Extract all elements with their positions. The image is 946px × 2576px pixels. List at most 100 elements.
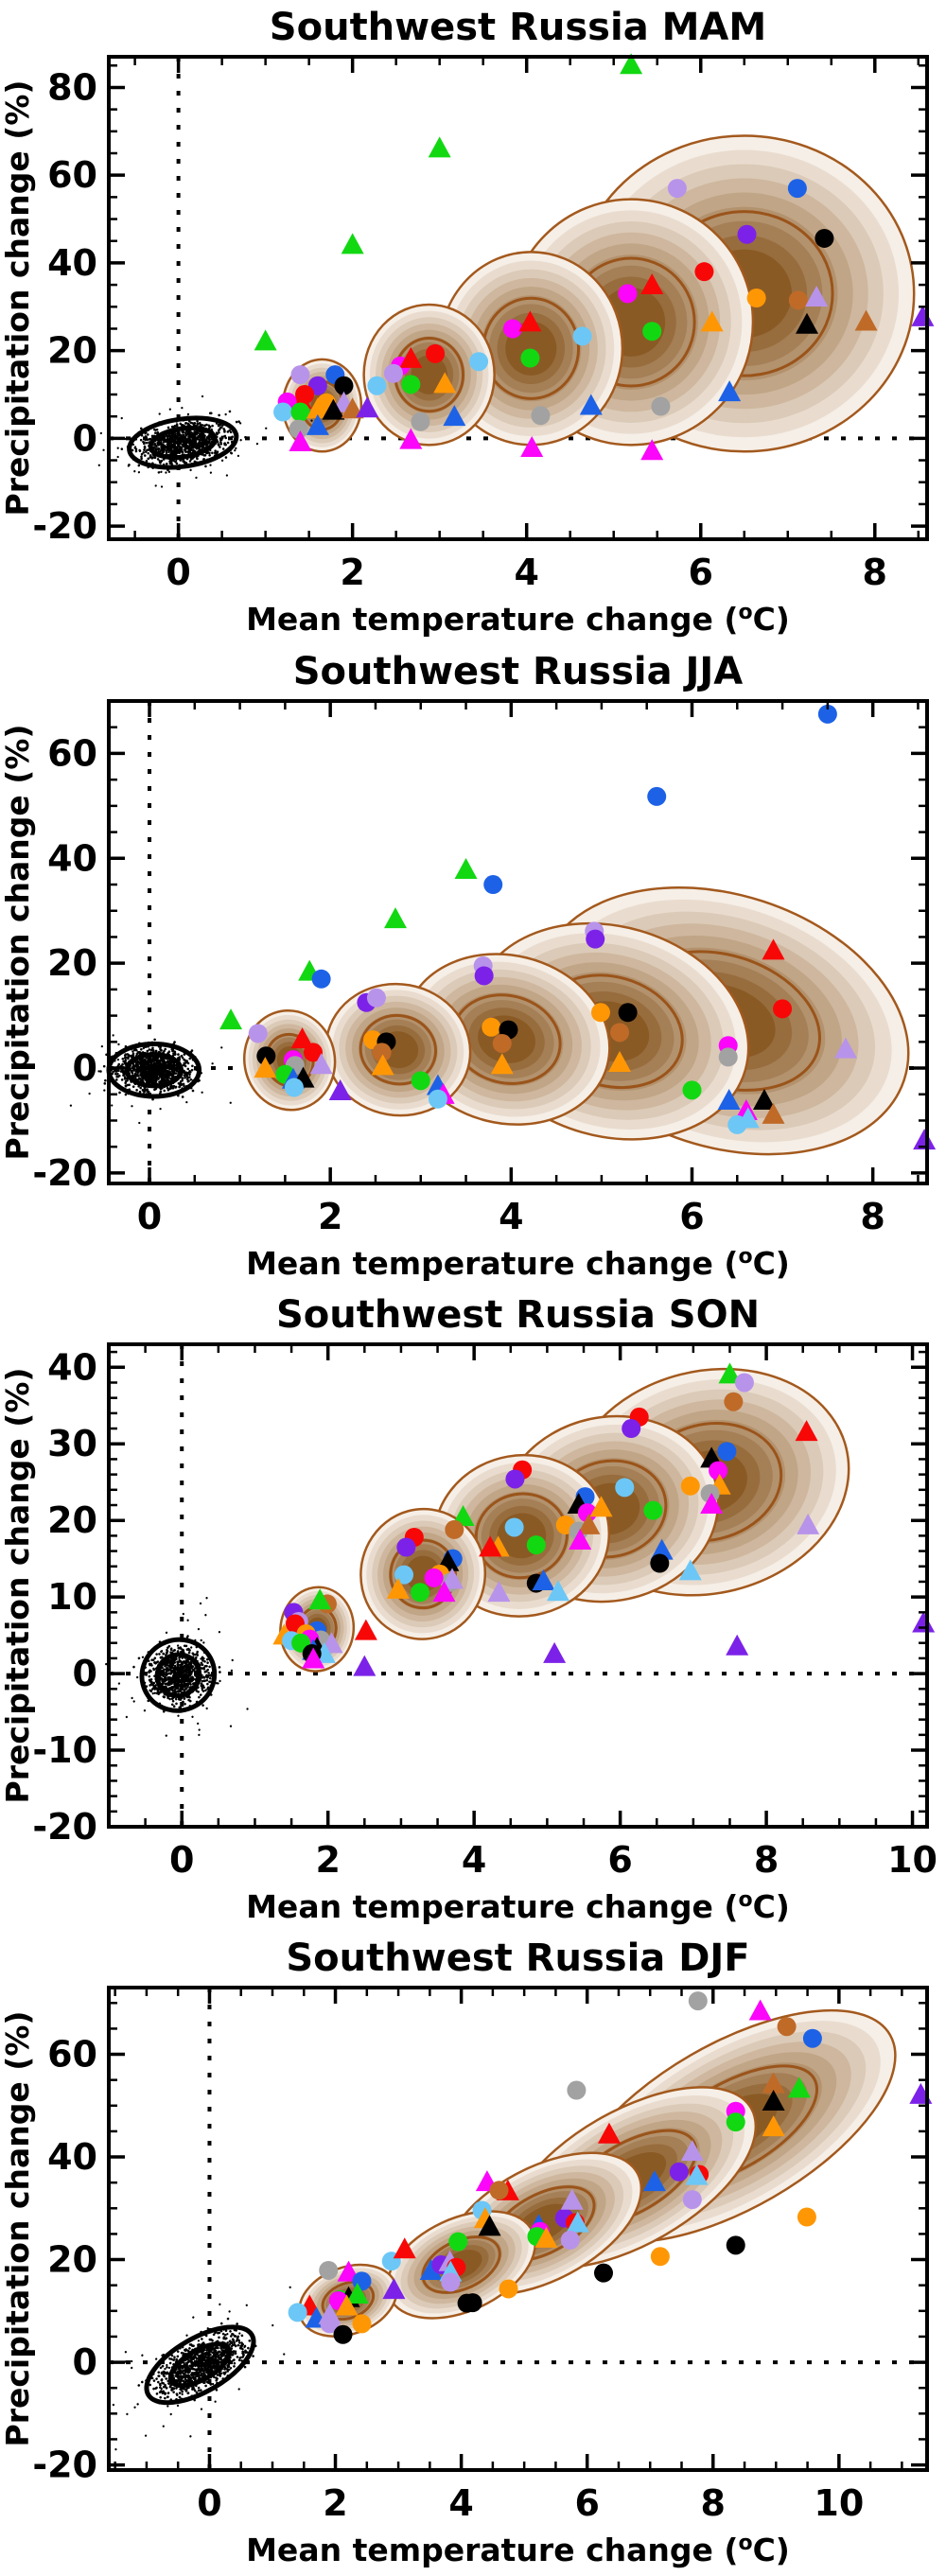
cloud-dot [151,1078,155,1081]
cloud-dot [117,1069,120,1073]
cloud-dot [176,1675,179,1679]
cloud-dot [156,441,160,445]
cloud-dot [138,1090,142,1094]
cloud-dot [201,2372,203,2375]
cloud-dot [181,407,184,410]
cloud-dot [88,1092,91,1095]
cloud-dot [135,1088,138,1092]
cloud-dot [146,1077,149,1080]
cloud-dot [206,1676,209,1679]
cloud-dot [152,1057,156,1060]
cloud-dot [244,2349,247,2353]
cloud-dot [186,2392,190,2395]
cloud-dot [201,1689,203,1691]
data-point-triangle-orange [589,1496,613,1517]
cloud-dot [198,2375,201,2379]
cloud-dot [201,425,203,428]
cloud-dot [139,1086,142,1090]
cloud-dot [193,433,197,437]
cloud-dot [157,2380,160,2384]
data-point-triangle-magenta [302,1647,325,1669]
cloud-dot [244,435,247,439]
data-point-triangle-lightpurple [797,1513,820,1534]
cloud-dot [203,1670,207,1674]
cloud-dot [162,2382,166,2385]
cloud-dot [160,1079,164,1083]
cloud-dot [229,451,233,455]
data-point-triangle-orange [371,1054,394,1076]
cloud-dot [203,1664,207,1668]
cloud-dot [154,429,157,431]
cloud-dot [187,448,191,452]
cloud-dot [143,1090,146,1094]
cloud-dot [148,1070,151,1074]
cloud-dot [179,1667,183,1670]
cloud-dot [202,1641,205,1644]
cloud-dot [159,1107,162,1111]
cloud-dot [170,1688,174,1691]
cloud-dot [239,439,242,442]
cloud-dot [173,435,177,439]
cloud-dot [237,2358,241,2362]
cloud-dot [216,440,219,444]
cloud-dot [151,1691,154,1695]
cloud-dot [181,1056,184,1060]
cloud-dot [170,1682,173,1686]
cloud-dot [189,468,192,472]
cloud-dot [208,453,211,457]
cloud-dot [116,1058,120,1061]
data-point-circle-green [411,1071,430,1091]
cloud-inner-contour [154,1652,202,1698]
cloud-dot [203,439,207,443]
cloud-dot [235,2329,237,2332]
cloud-dot [162,1063,166,1066]
cloud-dot [168,1070,171,1074]
cloud-dot [118,1091,121,1095]
cloud-dot [175,424,179,428]
cloud-dot [219,426,222,429]
cloud-dot [168,444,172,447]
x-axis-label: Mean temperature change (oC) [246,1245,790,1282]
cloud-dot [149,1073,152,1077]
control-cloud [105,1597,249,1737]
cloud-dot [184,1688,187,1691]
data-point-triangle-magenta [569,1529,592,1551]
cloud-dot [237,2341,241,2344]
cloud-dot [167,2382,170,2386]
data-point-circle-purple [396,1537,416,1557]
cloud-dot [166,2395,169,2398]
cloud-dot [184,1076,186,1079]
data-point-circle-skyblue [284,1078,304,1097]
data-point-circle-blue [647,786,667,806]
data-point-triangle-green [620,53,643,75]
cloud-dot [185,1072,189,1075]
cloud-dot [252,2355,254,2357]
cloud-dot [155,1653,158,1656]
data-point-triangle-blue [650,1538,674,1560]
cloud-dot [148,1060,151,1063]
cloud-dot [146,1088,149,1091]
cloud-dot [229,1101,232,1104]
cloud-dot [142,1061,146,1065]
panel-title: Southwest Russia SON [276,1293,760,1337]
x-tick-label: 10 [887,1839,937,1881]
cloud-dot [158,1065,161,1068]
cloud-dot [150,1081,154,1084]
cloud-dot [146,433,149,436]
cloud-dot [145,1079,149,1082]
cloud-dot [194,1674,197,1677]
cloud-dot [155,1064,159,1067]
cloud-dot [149,1684,151,1687]
data-point-triangle-purple [543,1641,567,1663]
cloud-dot [161,1060,165,1063]
cloud-dot [117,1043,120,1046]
cloud-dot [232,2339,235,2342]
data-point-triangle-blue [579,394,603,415]
cloud-dot [231,2354,234,2357]
cloud-dot [217,444,220,447]
cloud-dot [103,1089,106,1092]
cloud-dot [207,1672,210,1674]
data-point-circle-red [694,262,714,282]
data-point-circle-gray [289,419,308,439]
